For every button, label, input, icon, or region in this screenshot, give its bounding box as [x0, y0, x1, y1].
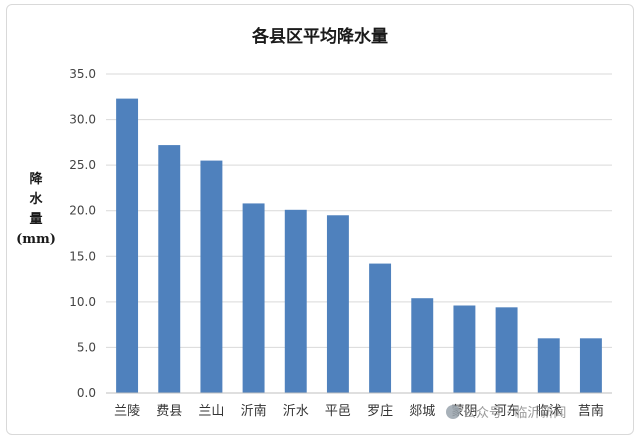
chart-title: 各县区平均降水量	[252, 27, 388, 47]
x-tick-label: 沂南	[241, 403, 267, 419]
bar	[284, 209, 307, 393]
x-tick-label: 兰山	[198, 404, 224, 419]
y-axis-label-line: (mm)	[16, 232, 56, 247]
y-axis-label-line: 降	[29, 172, 43, 187]
x-tick-label: 费县	[156, 404, 182, 419]
y-tick-label: 35.0	[69, 67, 96, 81]
y-tick-label: 30.0	[69, 113, 96, 127]
y-tick-label: 25.0	[69, 158, 96, 172]
y-axis-label-line: 量	[29, 212, 43, 227]
bar	[242, 203, 265, 393]
watermark: 公众号 · 临沂新闻	[446, 402, 566, 421]
x-tick-label: 郯城	[409, 404, 435, 419]
bar	[200, 160, 223, 393]
wechat-icon	[446, 405, 460, 419]
bar	[158, 145, 181, 393]
bar	[579, 338, 602, 393]
y-tick-label: 0.0	[77, 386, 96, 400]
y-tick-label: 5.0	[77, 340, 96, 354]
x-tick-label: 河东	[494, 404, 520, 419]
y-axis-label-line: 水	[29, 192, 43, 207]
watermark-text: 公众号 · 临沂新闻	[463, 406, 567, 421]
bar	[326, 215, 349, 393]
y-tick-label: 10.0	[69, 295, 96, 309]
x-tick-label: 临沭	[536, 404, 562, 419]
x-tick-label: 罗庄	[367, 403, 393, 419]
chart-frame	[6, 4, 634, 435]
bar	[411, 298, 434, 393]
y-tick-label: 15.0	[69, 249, 96, 263]
bar	[453, 305, 476, 393]
y-tick-label: 20.0	[69, 204, 96, 218]
y-axis-label: 降 水 量 (mm)	[14, 170, 58, 250]
bar	[495, 307, 518, 393]
x-tick-label: 莒南	[578, 403, 604, 419]
bar	[116, 98, 139, 393]
bar	[537, 338, 560, 393]
bar	[369, 263, 392, 393]
x-tick-label: 兰陵	[114, 404, 140, 419]
x-tick-label: 平邑	[325, 404, 351, 419]
x-tick-label: 沂水	[283, 404, 309, 419]
